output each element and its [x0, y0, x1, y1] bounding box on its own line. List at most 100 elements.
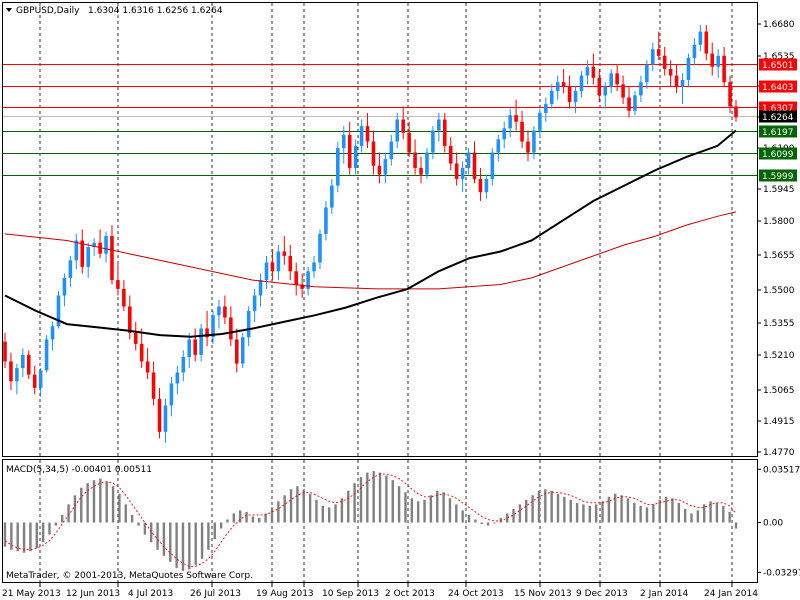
candle [662, 46, 667, 76]
candle [246, 306, 251, 347]
macd-bar [397, 486, 401, 523]
candle-body [98, 242, 102, 254]
macd-bar [359, 477, 363, 523]
candle [692, 38, 697, 65]
candle-body [454, 163, 459, 179]
time-tick-label: 24 Oct 2013 [448, 589, 504, 599]
candle [258, 273, 263, 307]
candle [175, 365, 180, 395]
candle-body [466, 152, 471, 168]
price-tick-label: 1.5945 [763, 185, 795, 195]
candle-body [395, 119, 400, 142]
macd-bar [162, 522, 166, 556]
level-tag [759, 125, 797, 138]
candle [656, 31, 661, 61]
candle [639, 75, 643, 102]
candle [151, 361, 156, 406]
candle-body [169, 383, 174, 406]
macd-bar [664, 496, 668, 523]
price-tick-label: 1.5800 [763, 217, 795, 227]
candle [32, 365, 37, 395]
candle [538, 108, 542, 138]
candle [579, 71, 584, 98]
candle-body [258, 280, 263, 296]
macd-bar [16, 522, 19, 552]
candle-body [460, 167, 465, 179]
macd-bar [181, 522, 185, 571]
candle [359, 119, 364, 153]
candle [710, 42, 715, 76]
candle-body [181, 357, 186, 373]
candle [15, 363, 19, 395]
macd-bar [130, 514, 134, 523]
candle-body [223, 306, 227, 318]
level-tag [759, 58, 797, 71]
candle [645, 60, 649, 89]
macd-bar [588, 505, 591, 523]
macd-bar [321, 505, 325, 523]
macd-bar [455, 504, 458, 523]
candle [573, 86, 578, 113]
candle-body [668, 68, 673, 76]
macd-bar [626, 498, 630, 523]
macd-bar [340, 498, 344, 523]
candle [56, 291, 61, 329]
candle [633, 90, 637, 116]
candle-body [662, 55, 667, 69]
macd-indicator [3, 471, 738, 571]
ohlc-readout: 1.6304 1.6316 1.6256 1.6264 [88, 6, 223, 16]
ma-fast-line [4, 129, 737, 338]
candle [383, 152, 388, 184]
ma-slow-line [4, 211, 737, 290]
macd-bar [213, 522, 216, 540]
candle [443, 112, 447, 153]
candle [544, 97, 548, 122]
candle [377, 152, 382, 184]
candle-body [490, 152, 495, 179]
macd-bar [531, 495, 534, 523]
candle [490, 148, 495, 186]
candle-body [80, 240, 85, 267]
candle-body [383, 159, 388, 175]
level-tag [759, 169, 797, 182]
macd-bar [80, 487, 83, 523]
candle [324, 200, 328, 241]
macd-bar [188, 522, 191, 570]
candle [698, 24, 703, 52]
macd-bar [442, 492, 445, 523]
candle [187, 332, 192, 369]
candle [163, 398, 168, 443]
candle [686, 53, 691, 87]
macd-bar [366, 472, 369, 523]
macd-bar [639, 505, 642, 523]
collapse-triangle-icon[interactable] [6, 8, 12, 12]
candle-body [609, 73, 613, 87]
time-tick-label: 15 Nov 2013 [514, 589, 572, 599]
macd-bar [245, 511, 248, 523]
macd-bar [518, 504, 522, 523]
time-tick-label: 2 Jan 2014 [640, 589, 688, 599]
candle-body [68, 260, 73, 278]
candle-body [312, 262, 316, 272]
candle-body [122, 288, 126, 307]
candle-body [318, 233, 322, 263]
candle-body [502, 128, 507, 140]
candle-body [74, 240, 79, 261]
candle [680, 73, 685, 105]
macd-bar [150, 522, 153, 543]
macd-bar [499, 517, 503, 523]
candle [615, 64, 619, 91]
macd-bar [283, 495, 286, 523]
candle-body [448, 145, 453, 164]
moving-averages [4, 129, 737, 338]
macd-bar [601, 501, 604, 523]
candle [425, 148, 429, 179]
price-tick-label: 1.6535 [763, 52, 795, 62]
candle-body [407, 132, 411, 153]
candle [205, 310, 209, 347]
level-value: 1.6403 [762, 83, 794, 93]
candle-body [544, 104, 548, 113]
macd-bar [226, 519, 229, 523]
candle [555, 75, 560, 100]
